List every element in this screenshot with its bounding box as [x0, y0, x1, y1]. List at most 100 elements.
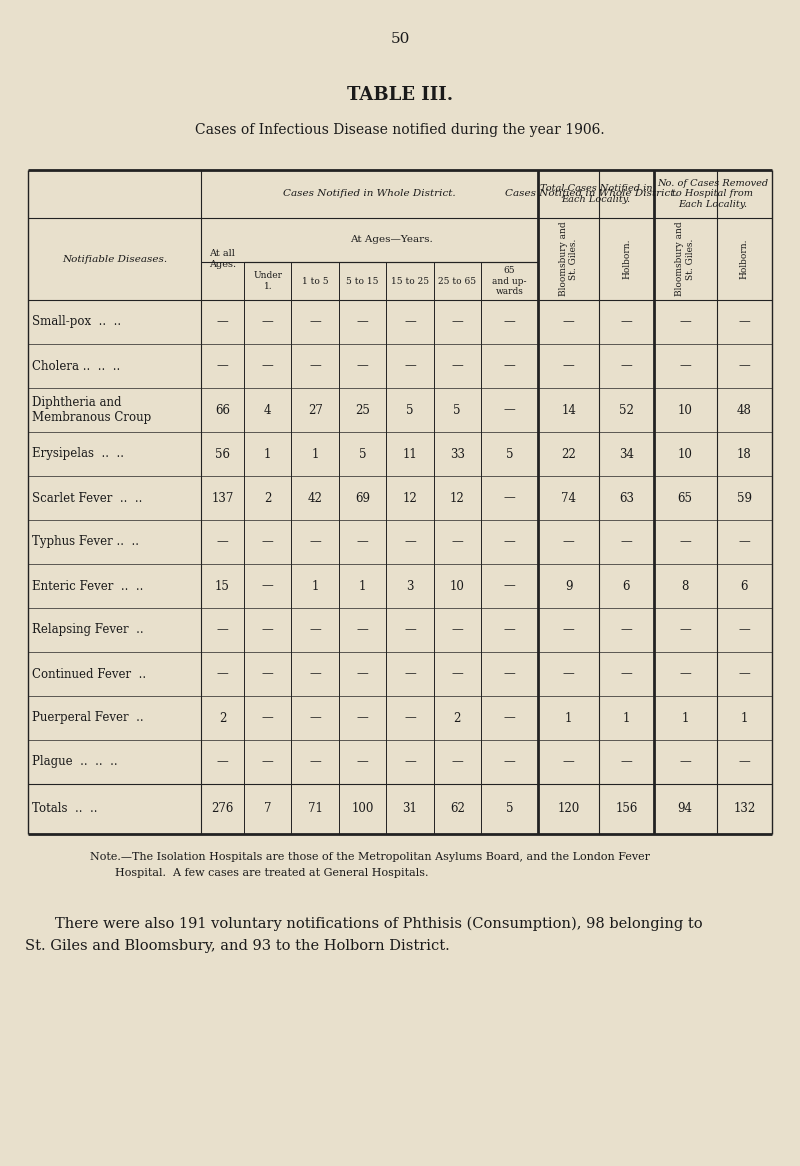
- Text: —: —: [404, 359, 416, 372]
- Text: 1: 1: [264, 448, 271, 461]
- Text: 120: 120: [558, 802, 580, 815]
- Text: 94: 94: [678, 802, 693, 815]
- Text: —: —: [621, 624, 632, 637]
- Text: 25: 25: [355, 403, 370, 416]
- Text: 69: 69: [355, 492, 370, 505]
- Text: —: —: [357, 359, 368, 372]
- Text: —: —: [504, 667, 515, 681]
- Text: 1: 1: [311, 448, 319, 461]
- Text: Puerperal Fever  ..: Puerperal Fever ..: [32, 711, 144, 724]
- Text: 2: 2: [264, 492, 271, 505]
- Text: —: —: [262, 316, 274, 329]
- Text: 52: 52: [619, 403, 634, 416]
- Text: Small-pox  ..  ..: Small-pox .. ..: [32, 316, 121, 329]
- Text: Total Cases Notified in
Each Locality.: Total Cases Notified in Each Locality.: [540, 184, 652, 204]
- Text: —: —: [310, 359, 321, 372]
- Text: 14: 14: [562, 403, 576, 416]
- Text: —: —: [262, 624, 274, 637]
- Text: 5: 5: [358, 448, 366, 461]
- Text: 6: 6: [741, 580, 748, 592]
- Text: 63: 63: [619, 492, 634, 505]
- Text: —: —: [451, 316, 463, 329]
- Text: —: —: [451, 756, 463, 768]
- Text: —: —: [451, 624, 463, 637]
- Text: 1 to 5: 1 to 5: [302, 276, 329, 286]
- Text: 11: 11: [402, 448, 418, 461]
- Text: 1: 1: [565, 711, 573, 724]
- Text: —: —: [217, 667, 228, 681]
- Text: —: —: [621, 316, 632, 329]
- Text: 1: 1: [682, 711, 689, 724]
- Text: 71: 71: [308, 802, 322, 815]
- Text: —: —: [738, 316, 750, 329]
- Text: 27: 27: [308, 403, 322, 416]
- Text: Cases Notified in Whole District.: Cases Notified in Whole District.: [506, 190, 678, 198]
- Text: —: —: [679, 756, 691, 768]
- Text: Erysipelas  ..  ..: Erysipelas .. ..: [32, 448, 124, 461]
- Text: 62: 62: [450, 802, 465, 815]
- Text: —: —: [262, 756, 274, 768]
- Text: There were also 191 voluntary notifications of Phthisis (Consumption), 98 belong: There were also 191 voluntary notificati…: [55, 916, 702, 932]
- Text: 5: 5: [506, 448, 514, 461]
- Text: TABLE III.: TABLE III.: [347, 86, 453, 104]
- Text: Typhus Fever ..  ..: Typhus Fever .. ..: [32, 535, 139, 548]
- Text: —: —: [679, 535, 691, 548]
- Text: —: —: [217, 316, 228, 329]
- Text: —: —: [738, 624, 750, 637]
- Text: 25 to 65: 25 to 65: [438, 276, 476, 286]
- Text: —: —: [504, 316, 515, 329]
- Text: 5: 5: [454, 403, 461, 416]
- Text: —: —: [404, 535, 416, 548]
- Text: —: —: [679, 624, 691, 637]
- Text: —: —: [504, 624, 515, 637]
- Text: Holborn.: Holborn.: [622, 239, 631, 279]
- Text: —: —: [504, 711, 515, 724]
- Text: —: —: [404, 316, 416, 329]
- Text: —: —: [357, 624, 368, 637]
- Text: —: —: [262, 535, 274, 548]
- Text: 5 to 15: 5 to 15: [346, 276, 378, 286]
- Text: —: —: [357, 667, 368, 681]
- Text: 59: 59: [737, 492, 752, 505]
- Text: —: —: [310, 667, 321, 681]
- Text: St. Giles and Bloomsbury, and 93 to the Holborn District.: St. Giles and Bloomsbury, and 93 to the …: [25, 939, 450, 953]
- Text: 6: 6: [622, 580, 630, 592]
- Text: —: —: [621, 756, 632, 768]
- Text: 22: 22: [562, 448, 576, 461]
- Text: —: —: [404, 756, 416, 768]
- Text: 5: 5: [406, 403, 414, 416]
- Text: —: —: [262, 359, 274, 372]
- Text: 137: 137: [211, 492, 234, 505]
- Text: 1: 1: [359, 580, 366, 592]
- Text: 50: 50: [390, 31, 410, 45]
- Text: —: —: [563, 316, 574, 329]
- Text: Relapsing Fever  ..: Relapsing Fever ..: [32, 624, 144, 637]
- Text: 15: 15: [215, 580, 230, 592]
- Text: —: —: [262, 667, 274, 681]
- Text: —: —: [738, 359, 750, 372]
- Text: —: —: [738, 535, 750, 548]
- Text: —: —: [217, 624, 228, 637]
- Text: —: —: [563, 359, 574, 372]
- Text: Plague  ..  ..  ..: Plague .. .. ..: [32, 756, 118, 768]
- Text: —: —: [563, 667, 574, 681]
- Text: 48: 48: [737, 403, 752, 416]
- Text: Totals  ..  ..: Totals .. ..: [32, 802, 98, 815]
- Text: 276: 276: [211, 802, 234, 815]
- Text: 2: 2: [454, 711, 461, 724]
- Text: 65: 65: [678, 492, 693, 505]
- Text: 5: 5: [506, 802, 514, 815]
- Text: —: —: [563, 624, 574, 637]
- Text: 10: 10: [678, 448, 693, 461]
- Text: —: —: [310, 535, 321, 548]
- Text: 12: 12: [450, 492, 465, 505]
- Text: —: —: [621, 667, 632, 681]
- Text: At all
Ages.: At all Ages.: [209, 250, 236, 268]
- Text: —: —: [504, 492, 515, 505]
- Text: Enteric Fever  ..  ..: Enteric Fever .. ..: [32, 580, 143, 592]
- Text: 1: 1: [311, 580, 319, 592]
- Text: No. of Cases Removed
to Hospital from
Each Locality.: No. of Cases Removed to Hospital from Ea…: [658, 180, 768, 209]
- Text: Diphtheria and
Membranous Croup: Diphtheria and Membranous Croup: [32, 396, 151, 424]
- Text: 15 to 25: 15 to 25: [391, 276, 429, 286]
- Text: —: —: [357, 316, 368, 329]
